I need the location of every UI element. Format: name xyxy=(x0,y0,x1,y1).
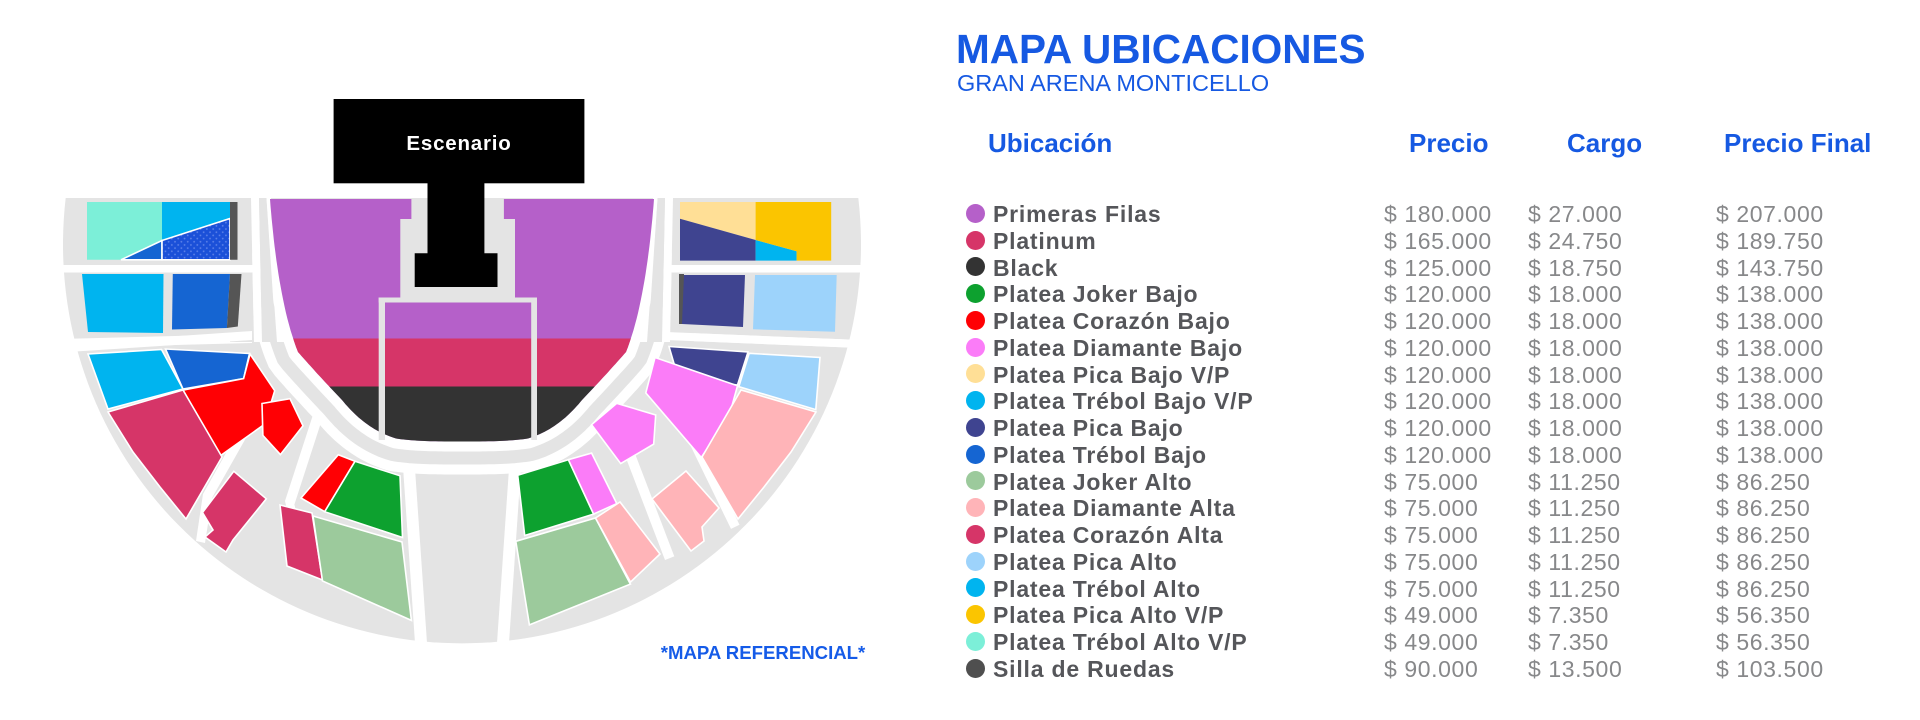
svg-text:*MAPA REFERENCIAL*: *MAPA REFERENCIAL* xyxy=(661,642,866,663)
svg-text:Escenario: Escenario xyxy=(406,132,511,155)
